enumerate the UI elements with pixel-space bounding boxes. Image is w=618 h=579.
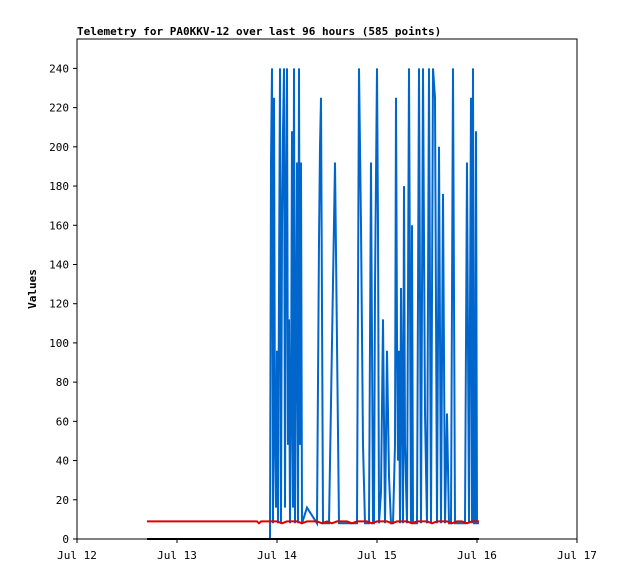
x-axis: Jul 12 Jul 13 Jul 14 Jul 15 Jul 16 Jul 17 [57,539,597,562]
y-tick-label: 100 [49,337,69,350]
x-tick-label: Jul 16 [457,549,497,562]
y-tick-label: 200 [49,141,69,154]
series-line-red [147,520,479,525]
x-tick-label: Jul 12 [57,549,97,562]
series-layer [147,68,479,540]
y-tick-label: 80 [56,376,69,389]
y-axis: 0 20 40 60 80 100 120 140 160 180 200 220 240 [49,62,77,546]
plot-area-frame [76,38,578,540]
y-tick-label: 180 [49,180,69,193]
series-line-blue [269,68,479,540]
x-tick-label: Jul 14 [257,549,297,562]
y-tick-label: 220 [49,102,69,115]
y-tick-label: 160 [49,219,69,232]
chart-title: Telemetry for PA0KKV-12 over last 96 hou… [77,25,441,38]
y-tick-label: 20 [56,494,69,507]
y-axis-label: Values [26,269,39,309]
y-tick-label: 60 [56,415,69,428]
x-tick-label: Jul 15 [357,549,397,562]
x-tick-label: Jul 13 [157,549,197,562]
y-tick-label: 0 [62,533,69,546]
y-tick-label: 140 [49,258,69,271]
y-tick-label: 240 [49,62,69,75]
y-tick-label: 40 [56,455,69,468]
y-tick-label: 120 [49,298,69,311]
x-tick-label: Jul 17 [557,549,597,562]
